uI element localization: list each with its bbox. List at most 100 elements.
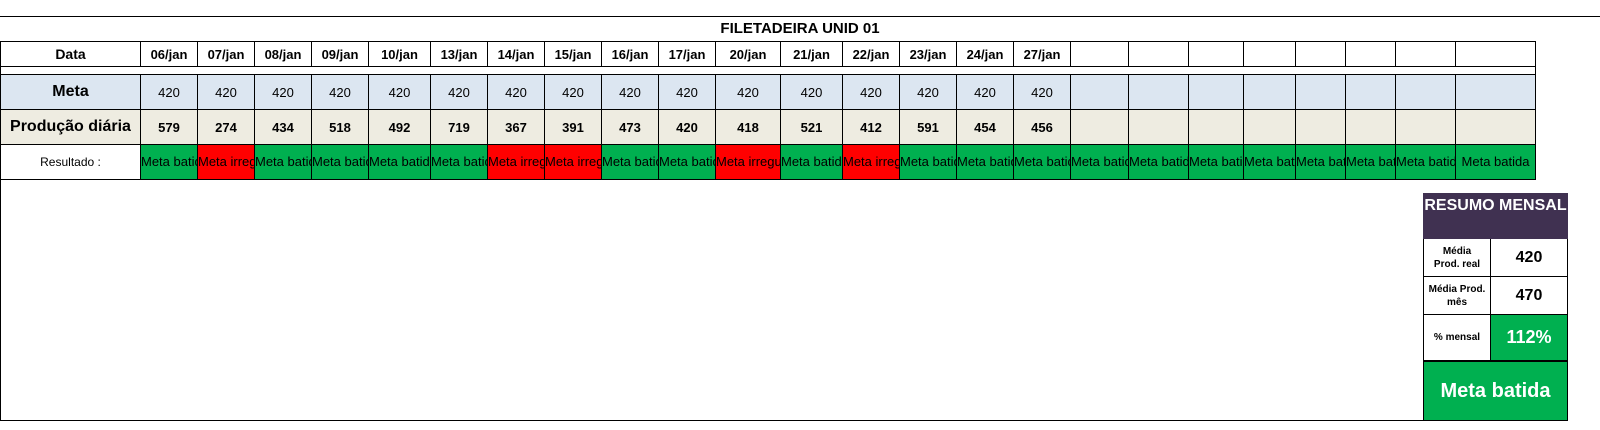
- result-cell[interactable]: Meta batida: [1345, 144, 1396, 180]
- percent-value[interactable]: 112%: [1491, 315, 1568, 360]
- meta-cell[interactable]: 420: [601, 74, 659, 110]
- date-cell[interactable]: 13/jan: [430, 41, 488, 67]
- meta-cell[interactable]: [1070, 74, 1129, 110]
- production-cell[interactable]: 521: [780, 109, 843, 145]
- production-cell[interactable]: 719: [430, 109, 488, 145]
- summary-title[interactable]: RESUMO MENSAL: [1423, 193, 1568, 239]
- production-cell[interactable]: 391: [544, 109, 602, 145]
- meta-cell[interactable]: [1295, 74, 1346, 110]
- production-cell[interactable]: 454: [956, 109, 1014, 145]
- avg-real-value[interactable]: 420: [1491, 239, 1568, 276]
- date-cell[interactable]: 22/jan: [842, 41, 900, 67]
- meta-cell[interactable]: 420: [1013, 74, 1071, 110]
- result-cell[interactable]: Meta batida: [1013, 144, 1071, 180]
- date-cell[interactable]: [1128, 41, 1189, 67]
- production-cell[interactable]: [1188, 109, 1244, 145]
- production-cell[interactable]: [1455, 109, 1536, 145]
- production-cell[interactable]: [1345, 109, 1396, 145]
- production-cell[interactable]: [1395, 109, 1456, 145]
- production-cell[interactable]: 367: [487, 109, 545, 145]
- summary-final-result[interactable]: Meta batida: [1423, 361, 1568, 421]
- avg-month-label[interactable]: Média Prod. mês: [1423, 277, 1491, 314]
- meta-cell[interactable]: [1188, 74, 1244, 110]
- result-cell[interactable]: Meta irregular: [487, 144, 545, 180]
- date-cell[interactable]: 23/jan: [899, 41, 957, 67]
- date-cell[interactable]: 17/jan: [658, 41, 716, 67]
- date-cell[interactable]: 06/jan: [140, 41, 198, 67]
- production-cell[interactable]: [1070, 109, 1129, 145]
- date-cell[interactable]: 10/jan: [368, 41, 431, 67]
- result-cell[interactable]: Meta batida: [1395, 144, 1456, 180]
- result-cell[interactable]: Meta batida: [368, 144, 431, 180]
- result-label[interactable]: Resultado :: [0, 144, 141, 180]
- meta-cell[interactable]: 420: [715, 74, 781, 110]
- meta-label[interactable]: Meta: [0, 74, 141, 110]
- production-cell[interactable]: 492: [368, 109, 431, 145]
- result-cell[interactable]: Meta batida: [956, 144, 1014, 180]
- meta-cell[interactable]: [1345, 74, 1396, 110]
- result-cell[interactable]: Meta batida: [1455, 144, 1536, 180]
- date-cell[interactable]: 16/jan: [601, 41, 659, 67]
- result-cell[interactable]: Meta irregular: [544, 144, 602, 180]
- date-cell[interactable]: [1243, 41, 1296, 67]
- result-cell[interactable]: Meta irregular: [842, 144, 900, 180]
- result-cell[interactable]: Meta batida: [1243, 144, 1296, 180]
- result-cell[interactable]: Meta batida: [780, 144, 843, 180]
- production-cell[interactable]: 591: [899, 109, 957, 145]
- result-cell[interactable]: Meta batida: [140, 144, 198, 180]
- result-cell[interactable]: Meta batida: [658, 144, 716, 180]
- result-cell[interactable]: Meta batida: [311, 144, 369, 180]
- date-cell[interactable]: 09/jan: [311, 41, 369, 67]
- date-cell[interactable]: 24/jan: [956, 41, 1014, 67]
- date-cell[interactable]: 14/jan: [487, 41, 545, 67]
- date-cell[interactable]: [1345, 41, 1396, 67]
- date-cell[interactable]: [1455, 41, 1536, 67]
- date-cell[interactable]: [1188, 41, 1244, 67]
- result-cell[interactable]: Meta batida: [1188, 144, 1244, 180]
- date-cell[interactable]: [1395, 41, 1456, 67]
- result-cell[interactable]: Meta batida: [254, 144, 312, 180]
- production-cell[interactable]: 274: [197, 109, 255, 145]
- meta-cell[interactable]: 420: [311, 74, 369, 110]
- production-cell[interactable]: 473: [601, 109, 659, 145]
- production-cell[interactable]: 579: [140, 109, 198, 145]
- meta-cell[interactable]: 420: [780, 74, 843, 110]
- production-cell[interactable]: 418: [715, 109, 781, 145]
- meta-cell[interactable]: 420: [254, 74, 312, 110]
- result-cell[interactable]: Meta batida: [1295, 144, 1346, 180]
- production-cell[interactable]: [1128, 109, 1189, 145]
- result-cell[interactable]: Meta batida: [601, 144, 659, 180]
- meta-cell[interactable]: 420: [842, 74, 900, 110]
- production-cell[interactable]: 456: [1013, 109, 1071, 145]
- result-cell[interactable]: Meta irregular: [197, 144, 255, 180]
- meta-cell[interactable]: 420: [430, 74, 488, 110]
- date-cell[interactable]: [1295, 41, 1346, 67]
- date-cell[interactable]: 15/jan: [544, 41, 602, 67]
- result-cell[interactable]: Meta batida: [1128, 144, 1189, 180]
- meta-cell[interactable]: [1243, 74, 1296, 110]
- meta-cell[interactable]: 420: [899, 74, 957, 110]
- production-cell[interactable]: [1243, 109, 1296, 145]
- production-cell[interactable]: 518: [311, 109, 369, 145]
- percent-label[interactable]: % mensal: [1423, 315, 1491, 360]
- meta-cell[interactable]: 420: [197, 74, 255, 110]
- date-cell[interactable]: 08/jan: [254, 41, 312, 67]
- result-cell[interactable]: Meta batida: [899, 144, 957, 180]
- meta-cell[interactable]: [1395, 74, 1456, 110]
- meta-cell[interactable]: 420: [544, 74, 602, 110]
- result-cell[interactable]: Meta batida: [430, 144, 488, 180]
- date-cell[interactable]: 27/jan: [1013, 41, 1071, 67]
- meta-cell[interactable]: 420: [487, 74, 545, 110]
- date-cell[interactable]: [1070, 41, 1129, 67]
- avg-month-value[interactable]: 470: [1491, 277, 1568, 314]
- production-label[interactable]: Produção diária: [0, 109, 141, 145]
- production-cell[interactable]: 412: [842, 109, 900, 145]
- avg-real-label[interactable]: Média Prod. real: [1423, 239, 1491, 276]
- date-cell[interactable]: 20/jan: [715, 41, 781, 67]
- result-cell[interactable]: Meta irregular: [715, 144, 781, 180]
- meta-cell[interactable]: 420: [140, 74, 198, 110]
- production-cell[interactable]: [1295, 109, 1346, 145]
- production-cell[interactable]: 420: [658, 109, 716, 145]
- meta-cell[interactable]: 420: [368, 74, 431, 110]
- date-label[interactable]: Data: [0, 41, 141, 67]
